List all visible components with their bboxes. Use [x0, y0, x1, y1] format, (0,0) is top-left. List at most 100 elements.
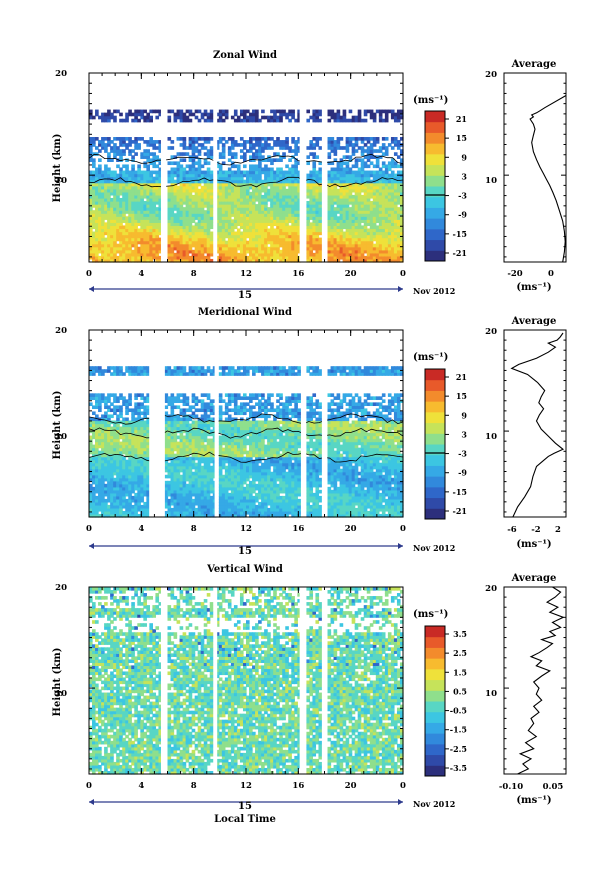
heatmap-cell — [143, 237, 147, 242]
heatmap-cell — [372, 185, 377, 190]
heatmap-cell — [107, 393, 111, 397]
heatmap-cell — [227, 201, 232, 205]
heatmap-cell — [252, 173, 256, 178]
heatmap-cell — [140, 152, 144, 156]
heatmap-cell — [89, 197, 93, 202]
heatmap-cell — [348, 228, 353, 233]
heatmap-cell — [119, 456, 123, 461]
heatmap-cell — [282, 170, 286, 175]
heatmap-cell — [137, 444, 141, 449]
heatmap-cell — [315, 225, 320, 230]
heatmap-cell — [357, 219, 362, 223]
heatmap-cell — [98, 185, 102, 190]
heatmap-cell — [261, 252, 265, 257]
heatmap-cell — [116, 441, 120, 446]
heatmap-cell — [336, 197, 341, 202]
heatmap-cell — [179, 185, 184, 190]
heatmap-cell — [89, 255, 93, 260]
heatmap-cell — [369, 243, 374, 248]
heatmap-cell — [113, 231, 117, 236]
heatmap-cell — [336, 237, 341, 242]
heatmap-cell — [170, 429, 175, 434]
heatmap-cell — [113, 216, 117, 220]
heatmap-cell — [285, 201, 289, 205]
heatmap-cell — [345, 243, 350, 248]
heatmap-cell — [188, 158, 193, 162]
heatmap-cell — [221, 173, 226, 178]
heatmap-cell — [119, 188, 123, 193]
heatmap-cell — [239, 109, 244, 114]
heatmap-cell — [267, 216, 271, 220]
heatmap-cell — [122, 498, 126, 503]
heatmap-cell — [203, 197, 208, 202]
heatmap-cell — [107, 369, 111, 373]
zonal-title: Zonal Wind — [213, 50, 277, 61]
heatmap-cell — [306, 210, 310, 214]
heatmap-cell — [288, 185, 292, 190]
heatmap-cell — [110, 501, 114, 506]
heatmap-cell — [113, 438, 117, 443]
heatmap-cell — [294, 210, 298, 214]
heatmap-cell — [176, 495, 181, 500]
heatmap-cell — [110, 510, 114, 515]
heatmap-cell — [375, 149, 380, 153]
heatmap-cell — [137, 492, 141, 497]
heatmap-cell — [236, 219, 241, 223]
heatmap-cell — [110, 447, 114, 452]
heatmap-cell — [264, 255, 268, 260]
heatmap-cell — [185, 207, 190, 211]
heatmap-cell — [176, 112, 181, 117]
heatmap-cell — [258, 167, 262, 172]
heatmap-cell — [336, 210, 341, 214]
heatmap-cell — [393, 188, 398, 193]
heatmap-cell — [366, 216, 371, 220]
heatmap-cell — [252, 176, 256, 181]
heatmap-cell — [146, 489, 150, 494]
heatmap-cell — [107, 462, 111, 467]
heatmap-cell — [104, 513, 108, 518]
heatmap-cell — [393, 140, 398, 144]
heatmap-cell — [173, 438, 178, 443]
heatmap-cell — [125, 204, 129, 208]
heatmap-cell — [134, 402, 138, 407]
heatmap-cell — [242, 115, 247, 120]
heatmap-cell — [146, 450, 150, 455]
heatmap-cell — [239, 179, 244, 184]
heatmap-cell — [378, 191, 383, 196]
heatmap-cell — [249, 197, 253, 202]
heatmap-cell — [104, 255, 108, 260]
heatmap-cell — [375, 109, 380, 114]
heatmap-cell — [170, 480, 175, 485]
heatmap-cell — [285, 210, 289, 214]
heatmap-cell — [194, 246, 199, 251]
heatmap-cell — [288, 219, 292, 223]
heatmap-cell — [366, 109, 371, 114]
heatmap-cell — [375, 219, 380, 223]
heatmap-cell — [342, 231, 347, 236]
heatmap-cell — [110, 444, 114, 449]
heatmap-cell — [224, 109, 229, 114]
heatmap-cell — [146, 194, 150, 199]
heatmap-cell — [348, 176, 353, 181]
heatmap-cell — [285, 170, 289, 175]
heatmap-cell — [215, 170, 220, 175]
heatmap-cell — [107, 140, 111, 144]
heatmap-cell — [315, 176, 320, 181]
heatmap-cell — [113, 492, 117, 497]
heatmap-cell — [137, 432, 141, 437]
heatmap-cell — [279, 204, 283, 208]
heatmap-cell — [107, 489, 111, 494]
heatmap-cell — [315, 240, 320, 245]
heatmap-cell — [125, 237, 129, 242]
heatmap-cell — [134, 185, 138, 190]
heatmap-cell — [384, 149, 389, 153]
heatmap-cell — [279, 194, 283, 199]
heatmap-cell — [131, 477, 135, 482]
heatmap-cell — [119, 249, 123, 254]
heatmap-cell — [339, 167, 344, 172]
heatmap-cell — [185, 513, 190, 518]
heatmap-cell — [255, 249, 259, 254]
heatmap-cell — [227, 255, 232, 260]
heatmap-cell — [95, 252, 99, 257]
heatmap-cell — [122, 197, 126, 202]
